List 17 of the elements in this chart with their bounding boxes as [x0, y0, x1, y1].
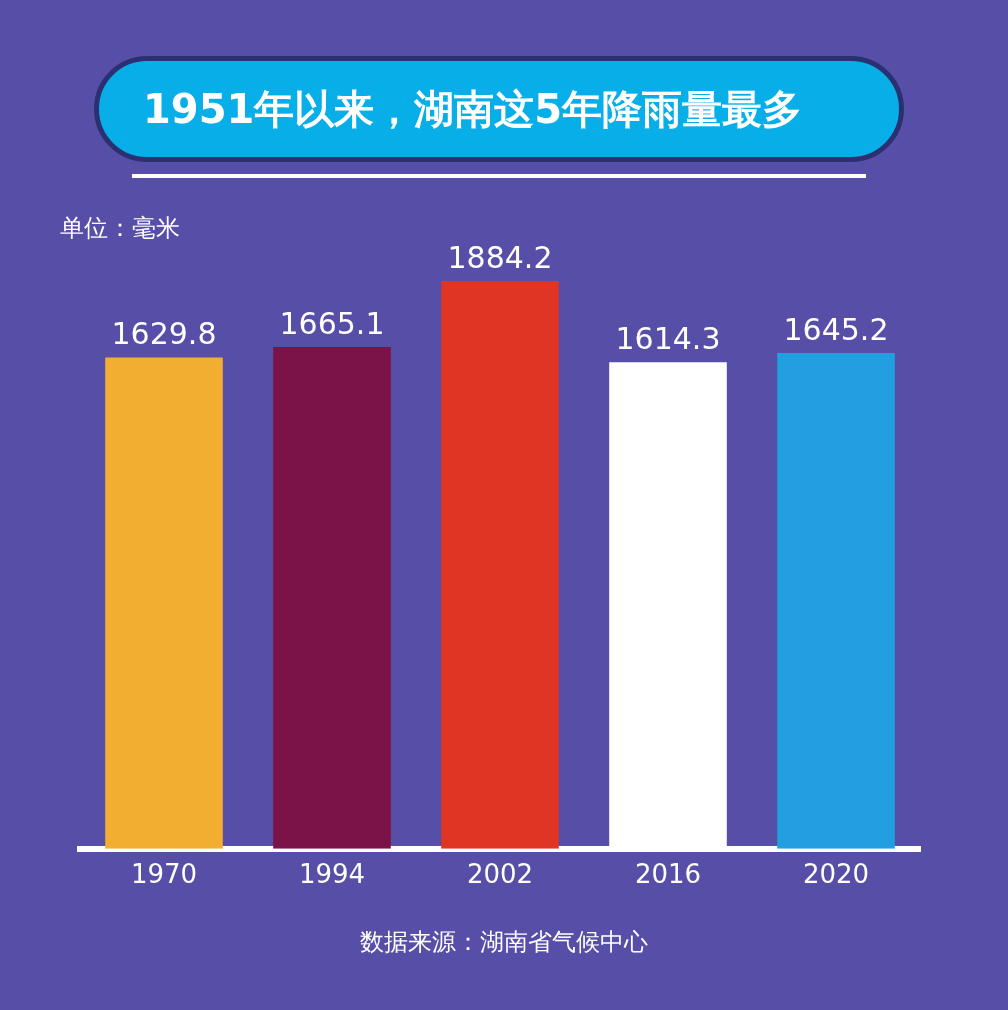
bar	[273, 346, 391, 849]
data-label: 1665.1	[279, 305, 385, 341]
bar	[105, 357, 223, 849]
data-label: 1884.2	[447, 239, 553, 275]
source-note: 数据来源：湖南省气候中心	[359, 927, 649, 958]
x-tick-label: 1994	[298, 859, 366, 890]
bar	[777, 352, 895, 849]
text: 单位：毫米	[60, 213, 180, 244]
bar	[441, 280, 559, 849]
x-tick-label: 1970	[130, 859, 198, 890]
x-tick-label: 2020	[802, 859, 870, 890]
x-tick-label: 2016	[634, 859, 702, 890]
data-label: 1614.3	[615, 321, 721, 357]
data-label: 1629.8	[111, 316, 217, 352]
x-tick-label: 2002	[466, 859, 534, 890]
data-label: 1645.2	[783, 311, 889, 347]
chart-title: 1951年以来，湖南这5年降雨量最多	[94, 56, 904, 162]
